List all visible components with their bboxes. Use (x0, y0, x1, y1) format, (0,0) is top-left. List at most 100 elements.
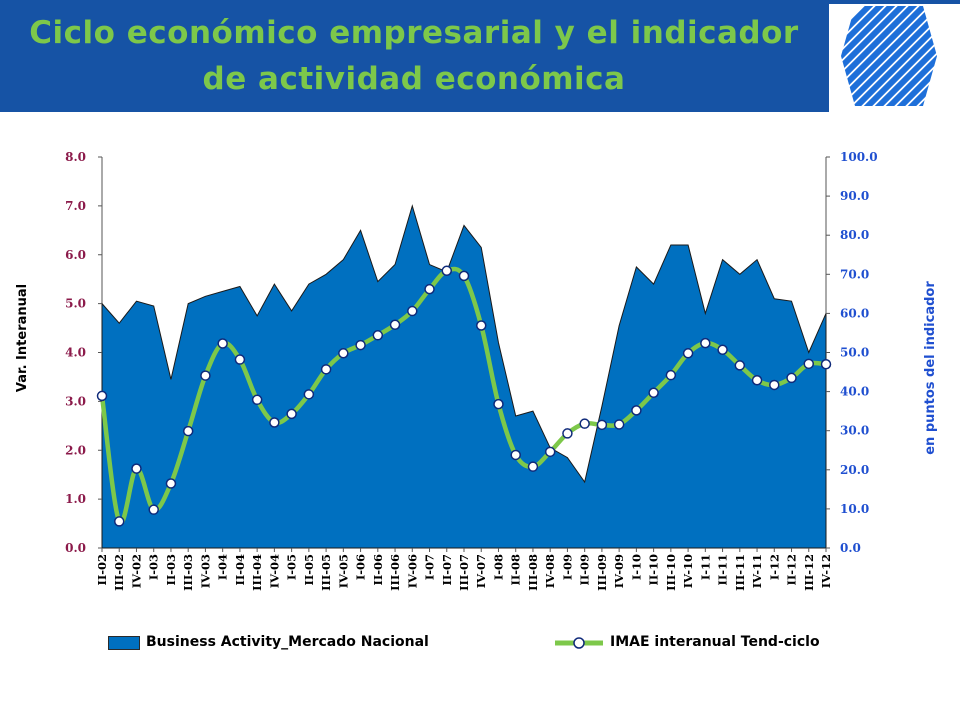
x-tick-label: IV-05 (336, 554, 350, 588)
imae-point-II-11 (717, 344, 728, 356)
x-tick-label: I-06 (354, 554, 368, 580)
x-tick-label: II-05 (302, 554, 316, 586)
header-accent-rule (828, 0, 960, 4)
logo-stripe (892, 6, 937, 106)
imae-point-IV-06 (407, 305, 418, 317)
x-tick-label: III-02 (112, 554, 126, 591)
logo-stripe (950, 0, 960, 112)
imae-point-I-11 (700, 337, 711, 349)
imae-point-II-10 (648, 387, 659, 399)
x-tick-label: II-03 (164, 554, 178, 586)
chart: 0.0 1.0 2.0 3.0 4.0 5.0 6.0 7.0 8.0 0.0 10.0 20.0 3… (15, 150, 938, 591)
imae-point-IV-05 (338, 348, 349, 359)
imae-point-III-11 (734, 360, 746, 371)
legend-label-imae: IMAE interanual Tend-ciclo (610, 634, 820, 650)
imae-point-II-04 (234, 354, 246, 365)
x-tick-label: I-10 (629, 554, 643, 580)
logo-stripe (881, 6, 937, 106)
y-tick-label: 7.0 (65, 199, 86, 213)
logo-stripe (936, 6, 937, 106)
y-tick-label: 8.0 (65, 150, 86, 164)
y2-tick-label: 20.0 (840, 463, 869, 477)
y2-tick-label: 10.0 (840, 502, 869, 516)
y2-tick-label: 70.0 (840, 267, 869, 281)
y2-tick-label: 60.0 (840, 306, 869, 320)
x-tick-label: III-07 (457, 554, 471, 591)
imae-point-I-12 (769, 379, 780, 391)
imae-point-III-05 (320, 364, 332, 375)
x-tick-label: III-09 (595, 554, 609, 591)
imae-point-II-06 (372, 330, 384, 341)
x-tick-label: I-11 (698, 554, 712, 580)
imae-point-I-08 (493, 398, 504, 410)
imae-point-IV-02 (131, 463, 142, 474)
x-tick-label: I-05 (285, 554, 299, 580)
striped-hexagon-logo-icon (841, 0, 960, 112)
y-tick-label: 6.0 (65, 248, 86, 262)
y2-tick-label: 0.0 (840, 541, 861, 555)
x-tick-label: I-12 (767, 554, 781, 580)
logo-stripe (870, 6, 937, 106)
imae-point-III-06 (389, 319, 401, 330)
imae-point-IV-10 (682, 348, 694, 359)
imae-point-I-06 (355, 339, 366, 351)
x-tick-label: II-08 (509, 554, 523, 586)
imae-point-III-04 (251, 394, 263, 406)
x-tick-label: IV-08 (543, 554, 557, 588)
area-series-business-activity (101, 204, 827, 549)
y2-tick-label: 80.0 (840, 228, 869, 242)
x-tick-label: I-07 (423, 554, 437, 580)
x-tick-label: II-02 (95, 554, 109, 586)
x-tick-label: III-04 (250, 554, 264, 591)
x-tick-label: IV-02 (129, 554, 143, 588)
x-tick-label: IV-12 (819, 554, 833, 588)
imae-point-III-08 (527, 461, 539, 472)
x-tick-label: IV-09 (612, 554, 626, 588)
imae-point-III-10 (665, 369, 677, 381)
x-tick-label: II-04 (233, 554, 247, 586)
y-tick-label: 1.0 (65, 492, 86, 506)
y-tick-label: 5.0 (65, 297, 86, 311)
logo-stripe (903, 6, 937, 106)
y2-tick-label: 90.0 (840, 189, 869, 203)
imae-point-II-08 (510, 449, 521, 461)
y2-axis-label: en puntos del indicador (923, 281, 938, 455)
y-axis-label: Var. Interanual (15, 284, 30, 392)
logo-stripe (841, 6, 889, 106)
imae-point-II-05 (303, 389, 315, 400)
x-tick-label: IV-07 (474, 554, 488, 588)
x-tick-label: IV-11 (750, 554, 764, 588)
logo-stripe (841, 6, 878, 106)
imae-point-III-02 (113, 516, 125, 527)
imae-point-II-02 (96, 390, 108, 402)
logo-stripe (859, 6, 937, 106)
legend-label-business-activity: Business Activity_Mercado Nacional (146, 634, 429, 650)
imae-point-III-09 (596, 419, 608, 431)
x-tick-label: I-03 (147, 554, 161, 580)
x-tick-label: I-08 (491, 554, 505, 580)
imae-point-II-07 (441, 265, 453, 277)
x-tick-label: III-12 (802, 554, 816, 591)
x-tick-label: II-06 (371, 554, 385, 586)
logo-stripe (841, 6, 900, 106)
imae-point-IV-07 (475, 320, 487, 331)
title-banner: Ciclo económico empresarial y el indicad… (0, 0, 828, 112)
imae-point-IV-12 (820, 358, 832, 370)
x-tick-label: II-10 (647, 554, 661, 586)
x-tick-label: III-06 (388, 554, 402, 591)
imae-point-I-09 (562, 428, 573, 439)
imae-point-I-10 (631, 405, 642, 416)
y-tick-label: 3.0 (65, 394, 86, 408)
imae-point-IV-11 (751, 375, 763, 386)
legend-swatch-imae (555, 637, 603, 649)
x-tick-label: III-11 (733, 554, 747, 591)
x-tick-label: II-09 (578, 554, 592, 586)
x-tick-label: IV-10 (681, 554, 695, 588)
imae-point-III-03 (182, 425, 194, 437)
y-tick-label: 2.0 (65, 443, 86, 457)
x-tick-label: IV-03 (198, 554, 212, 588)
imae-point-IV-04 (269, 417, 280, 428)
title-line-1: Ciclo económico empresarial y el indicad… (29, 15, 799, 51)
imae-point-II-09 (579, 418, 590, 429)
x-tick-label: I-04 (216, 554, 230, 580)
